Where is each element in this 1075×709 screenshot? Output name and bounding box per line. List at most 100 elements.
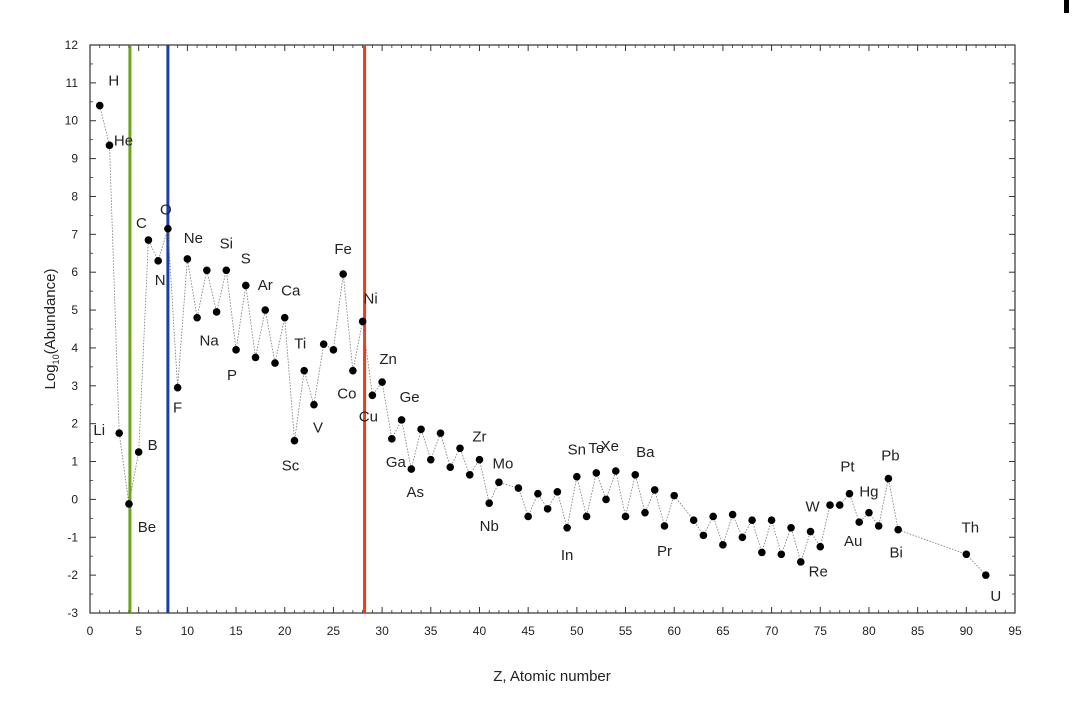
- data-point: [241, 281, 250, 290]
- x-tick-label: 20: [278, 624, 292, 638]
- element-label-p: P: [227, 367, 237, 384]
- element-label-bi: Bi: [889, 545, 902, 562]
- element-label-f: F: [173, 400, 182, 417]
- element-label-in: In: [561, 547, 574, 564]
- data-point: [388, 435, 396, 443]
- element-label-be: Be: [138, 519, 156, 536]
- data-point: [728, 510, 737, 519]
- data-point: [845, 489, 854, 498]
- data-point: [280, 313, 289, 322]
- data-point: [310, 400, 318, 409]
- x-tick-label: 65: [716, 624, 730, 638]
- y-tick-label: 7: [71, 227, 78, 241]
- data-point: [436, 429, 445, 437]
- data-point: [115, 429, 124, 437]
- y-tick-label: -1: [67, 530, 78, 544]
- data-point: [611, 467, 620, 475]
- data-point: [514, 484, 523, 492]
- y-tick-label: 8: [71, 189, 78, 203]
- data-point: [125, 500, 133, 508]
- data-point: [758, 548, 766, 557]
- data-point: [319, 340, 328, 348]
- element-label-li: Li: [93, 422, 105, 439]
- element-label-h: H: [108, 73, 119, 90]
- element-label-ga: Ga: [386, 454, 407, 471]
- element-label-w: W: [805, 499, 820, 516]
- data-point: [446, 463, 455, 472]
- data-point: [426, 455, 435, 464]
- element-label-sc: Sc: [282, 458, 300, 475]
- element-label-th: Th: [962, 519, 980, 536]
- element-label-si: Si: [220, 235, 233, 252]
- x-tick-label: 45: [521, 624, 535, 638]
- data-point: [894, 525, 902, 534]
- element-label-au: Au: [844, 533, 862, 550]
- data-point: [573, 472, 581, 481]
- x-tick-label: 75: [814, 624, 828, 638]
- data-point: [232, 346, 240, 354]
- x-tick-label: 40: [473, 624, 487, 638]
- element-label-u: U: [990, 588, 1001, 605]
- element-label-cu: Cu: [359, 408, 378, 425]
- data-point: [378, 378, 386, 386]
- data-point: [134, 448, 143, 456]
- x-tick-label: 15: [229, 624, 243, 638]
- x-axis-title: Z, Atomic number: [493, 668, 611, 685]
- data-point: [407, 465, 416, 473]
- x-tick-label: 10: [181, 624, 195, 638]
- data-point: [485, 499, 494, 507]
- element-label-o: O: [160, 202, 172, 219]
- data-point: [748, 516, 756, 525]
- element-label-na: Na: [200, 333, 220, 350]
- x-tick-label: 60: [668, 624, 682, 638]
- y-tick-label: 11: [66, 76, 79, 90]
- element-label-n: N: [155, 272, 166, 289]
- data-point: [339, 270, 347, 278]
- data-point: [660, 522, 669, 530]
- data-point: [777, 550, 786, 559]
- data-point: [164, 224, 172, 233]
- x-tick-label: 30: [375, 624, 389, 638]
- data-point: [144, 236, 153, 244]
- data-point: [251, 353, 260, 362]
- y-tick-label: 12: [65, 38, 79, 52]
- data-point: [358, 317, 367, 326]
- data-point: [602, 495, 610, 504]
- data-point: [806, 527, 815, 536]
- data-point: [631, 470, 640, 479]
- data-point: [582, 512, 591, 521]
- data-point: [981, 571, 990, 579]
- data-point: [874, 522, 883, 530]
- element-label-v: V: [313, 420, 323, 437]
- y-tick-label: 9: [71, 152, 78, 166]
- data-point: [271, 359, 279, 367]
- element-label-mo: Mo: [493, 455, 514, 472]
- data-point: [767, 516, 776, 525]
- y-tick-label: 4: [71, 341, 78, 355]
- x-tick-label: 55: [619, 624, 633, 638]
- y-tick-label: 2: [71, 417, 78, 431]
- x-tick-label: 90: [960, 624, 974, 638]
- corner-mark: [1064, 0, 1069, 13]
- y-tick-label: 0: [71, 492, 78, 506]
- x-tick-label: 0: [87, 624, 94, 638]
- data-point: [456, 444, 464, 453]
- element-label-zr: Zr: [472, 429, 486, 446]
- data-point: [193, 313, 201, 322]
- data-point: [329, 346, 338, 354]
- element-label-ar: Ar: [258, 277, 273, 294]
- element-label-nb: Nb: [480, 518, 499, 535]
- data-point: [787, 524, 795, 532]
- element-label-fe: Fe: [334, 241, 352, 258]
- y-axis-title-sub: 10: [51, 354, 61, 364]
- x-tick-label: 80: [862, 624, 876, 638]
- element-label-as: As: [407, 484, 425, 501]
- element-label-hg: Hg: [859, 484, 878, 501]
- data-point: [173, 383, 182, 392]
- data-point: [796, 558, 805, 566]
- x-tick-label: 95: [1008, 624, 1022, 638]
- y-axis-title-main: Log: [42, 364, 59, 389]
- data-point: [203, 266, 211, 275]
- element-label-pr: Pr: [657, 543, 672, 560]
